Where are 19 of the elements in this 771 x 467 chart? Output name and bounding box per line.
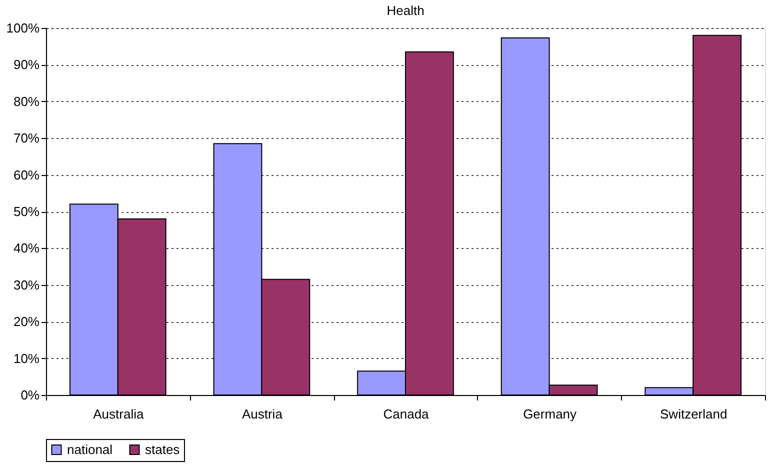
y-tick-label: 10% (13, 350, 40, 366)
x-tick-label: Canada (383, 406, 430, 422)
y-tick-label: 50% (13, 204, 40, 219)
y-tick-label: 20% (13, 314, 40, 330)
y-tick-label: 60% (13, 167, 40, 182)
legend-label: national (67, 442, 113, 457)
y-tick-label: 40% (13, 240, 40, 256)
y-tick-label: 0% (20, 388, 40, 402)
x-tick-label: Australia (93, 406, 144, 422)
x-tick-label: Switzerland (660, 406, 728, 422)
legend-label: states (145, 442, 180, 457)
chart-title: Health (386, 3, 424, 18)
y-tick-label: 90% (13, 57, 40, 72)
x-tick-label: Austria (242, 406, 284, 422)
y-tick-label: 100% (6, 20, 40, 36)
x-tick-label: Germany (523, 406, 578, 422)
y-tick-label: 30% (13, 277, 40, 292)
y-tick-label: 70% (13, 130, 40, 146)
y-tick-label: 80% (13, 94, 40, 109)
